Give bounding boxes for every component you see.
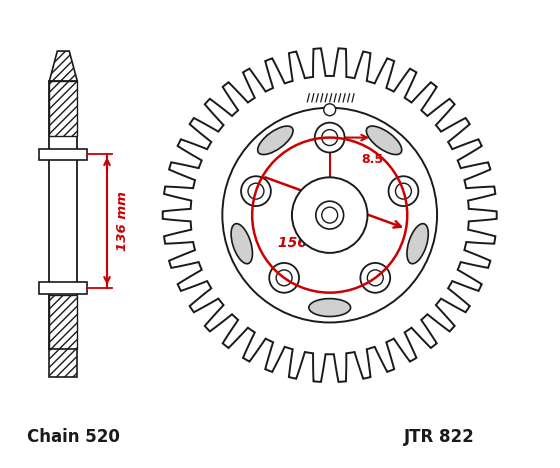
Circle shape bbox=[316, 201, 344, 229]
Text: JTR 822: JTR 822 bbox=[404, 428, 474, 446]
Circle shape bbox=[248, 183, 264, 199]
Circle shape bbox=[389, 176, 418, 206]
Polygon shape bbox=[49, 349, 77, 377]
Polygon shape bbox=[49, 81, 77, 136]
Ellipse shape bbox=[407, 224, 428, 264]
Circle shape bbox=[269, 263, 299, 293]
Ellipse shape bbox=[258, 126, 293, 154]
Circle shape bbox=[315, 123, 344, 153]
Polygon shape bbox=[163, 48, 497, 382]
Polygon shape bbox=[49, 295, 77, 349]
Circle shape bbox=[324, 104, 335, 116]
Circle shape bbox=[276, 270, 292, 286]
Polygon shape bbox=[49, 51, 77, 81]
Ellipse shape bbox=[309, 299, 351, 316]
Text: 136 mm: 136 mm bbox=[116, 191, 129, 251]
Circle shape bbox=[222, 108, 437, 322]
Ellipse shape bbox=[366, 126, 402, 154]
Polygon shape bbox=[49, 81, 77, 349]
Circle shape bbox=[292, 177, 367, 253]
Circle shape bbox=[322, 130, 338, 146]
Text: 8.5: 8.5 bbox=[362, 153, 384, 166]
Text: 156 mm: 156 mm bbox=[278, 236, 341, 250]
Circle shape bbox=[361, 263, 390, 293]
Polygon shape bbox=[39, 282, 87, 293]
Circle shape bbox=[395, 183, 412, 199]
Circle shape bbox=[241, 176, 271, 206]
Text: Chain 520: Chain 520 bbox=[27, 428, 120, 446]
Polygon shape bbox=[39, 148, 87, 161]
Circle shape bbox=[367, 270, 383, 286]
Ellipse shape bbox=[231, 224, 253, 264]
Circle shape bbox=[322, 207, 338, 223]
